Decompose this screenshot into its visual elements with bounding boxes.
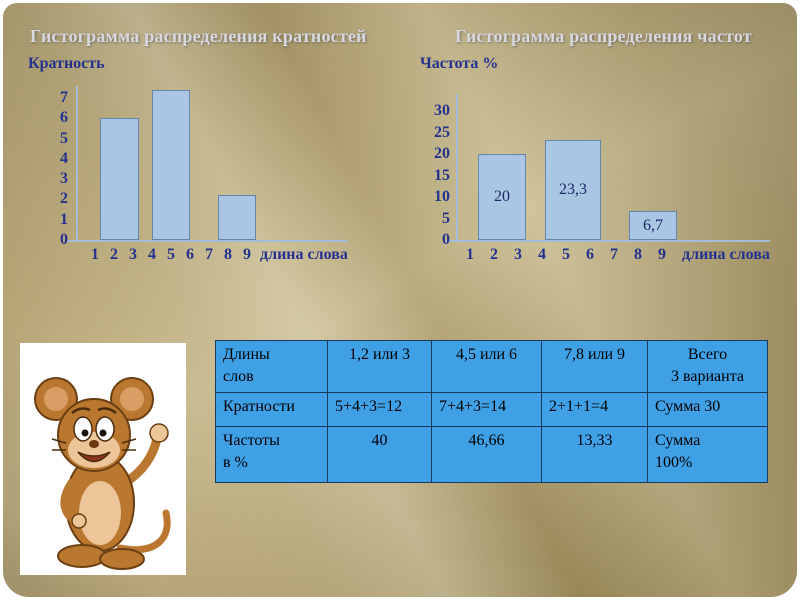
mouse-pupil [99,429,107,437]
y-tick-label: 15 [434,166,450,184]
table-cell: 1,2 или 3 [327,340,432,393]
table-cell: 13,33 [541,426,648,483]
table-row: Частоты в % 40 46,66 13,33 Сумма 100% [215,426,768,483]
y-tick-label: 10 [434,188,450,205]
y-tick-label: 2 [60,190,68,208]
mouse-foot [99,548,145,570]
multiplicity-histogram: Гистограмма распределения кратностей Кра… [20,22,392,294]
table-cell: 46,66 [431,426,542,483]
histogram-bar [218,195,256,240]
y-axis-label: Кратность [28,55,105,72]
x-tick-label: 6 [586,246,594,263]
summary-table-body: Длины слов 1,2 или 3 4,5 или 6 7,8 или 9 Все… [215,340,768,483]
mouse-eyebrow [71,407,91,415]
frequency-histogram: Гистограмма распределения частот Частота… [410,22,792,294]
y-axis [456,94,458,242]
x-axis-label: длина слова [260,246,348,263]
x-tick-label: 4 [538,246,546,263]
mouse-whiskers [51,438,137,451]
bar-value-label: 23,3 [559,180,587,198]
x-axis-label: длина слова [682,246,770,263]
x-tick-label: 2 [110,246,118,263]
mouse-smile [77,451,111,463]
x-tick-label: 6 [186,246,194,263]
mouse-eye [95,416,115,442]
mouse-hand [71,513,87,529]
x-tick-label: 1 [466,246,474,263]
table-cell: 2+1+1=4 [541,392,648,427]
mouse-pupil [81,429,89,437]
mouse-inner-ear [120,387,144,411]
chart-title: Гистограмма распределения кратностей [30,26,367,46]
y-tick-label: 5 [442,209,450,227]
summary-table: Длины слов 1,2 или 3 4,5 или 6 7,8 или 9 Все… [215,340,768,483]
x-tick-label: 3 [514,246,522,263]
y-tick-label: 30 [434,102,450,119]
x-axis [446,240,770,242]
y-tick-label: 3 [60,170,68,188]
mascot-image-frame [20,343,186,575]
histogram-bar: 6,7 [629,211,677,240]
mouse-eye [73,416,93,442]
histogram-bar: 23,3 [545,139,601,240]
x-tick-label: 9 [243,246,251,263]
x-tick-label: 5 [562,246,570,263]
x-tick-label: 3 [129,246,137,263]
y-tick-label: 7 [60,88,68,106]
y-tick-label: 25 [434,123,450,141]
table-cell: 5+4+3=12 [327,392,432,427]
table-cell: 4,5 или 6 [431,340,542,393]
x-tick-label: 7 [205,246,213,263]
mouse-belly [79,481,121,545]
y-axis-label: Частота % [420,55,499,72]
histogram-bar: 20 [478,154,526,240]
x-tick-label: 7 [610,246,618,263]
y-tick-label: 6 [60,109,68,127]
x-tick-label: 8 [224,246,232,263]
chart-title: Гистограмма распределения частот [455,26,752,46]
x-tick-label: 8 [634,246,642,263]
x-tick-label: 9 [658,246,666,263]
bar-value-label: 6,7 [643,216,663,234]
table-row: Длины слов 1,2 или 3 4,5 или 6 7,8 или 9 Все… [215,340,768,393]
x-tick-label: 2 [490,246,498,263]
y-tick-label: 4 [60,149,68,167]
x-tick-label: 4 [148,246,156,263]
y-tick-label: 0 [442,231,450,248]
table-cell: Сумма 30 [647,392,768,427]
histogram-bar [152,89,190,240]
y-tick-label: 0 [60,231,68,248]
bar-value-label: 20 [494,188,510,205]
mouse-nose [89,440,99,448]
mouse-inner-ear [44,387,68,411]
table-cell: Кратности [215,392,328,427]
table-cell: Сумма 100% [647,426,768,483]
table-cell: 7,8 или 9 [541,340,648,393]
jerry-mouse-image [34,377,171,570]
y-axis [76,86,78,242]
table-cell: 7+4+3=14 [431,392,542,427]
x-tick-label: 1 [91,246,99,263]
table-cell: 40 [327,426,432,483]
y-tick-label: 5 [60,129,68,147]
table-row: Кратности 5+4+3=12 7+4+3=14 2+1+1=4 Сумма 30 [215,392,768,427]
mouse-foot [57,544,107,568]
x-axis [66,240,348,242]
y-tick-label: 1 [60,210,68,228]
x-tick-label: 5 [167,246,175,263]
histogram-bar [100,118,139,240]
table-cell: Длины слов [215,340,328,393]
y-tick-label: 20 [434,145,450,162]
mouse-eyebrow [97,407,117,415]
table-cell: Всего 3 варианта [647,340,768,393]
mouse-hand [149,423,169,443]
table-cell: Частоты в % [215,426,328,483]
